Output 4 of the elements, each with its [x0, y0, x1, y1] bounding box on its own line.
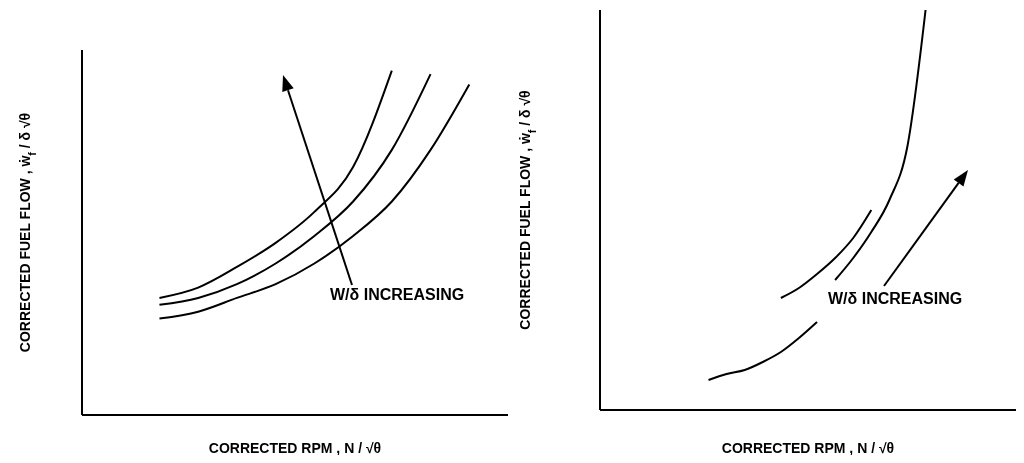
annotation: W/δ INCREASING — [330, 286, 465, 303]
x-axis-title: CORRECTED RPM , N / √θ — [208, 440, 382, 456]
annotation: W/δ INCREASING — [828, 290, 963, 307]
x-axis-title: CORRECTED RPM , N / √θ — [721, 440, 895, 456]
